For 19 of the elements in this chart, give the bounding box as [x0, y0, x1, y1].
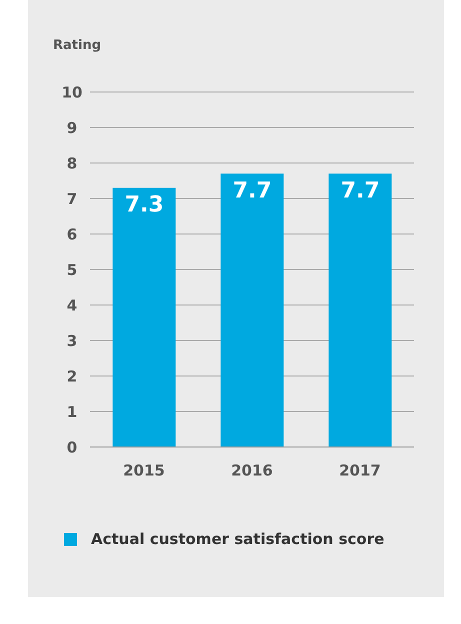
y-tick-label: 7	[66, 190, 78, 208]
x-tick-label: 2015	[123, 462, 165, 480]
data-label: 7.7	[232, 178, 272, 204]
y-tick-label: 9	[66, 118, 78, 137]
y-tick-label: 1	[66, 402, 78, 421]
y-tick-label: 0	[66, 438, 78, 456]
data-label: 7.3	[124, 192, 164, 218]
y-tick-label: 4	[66, 296, 78, 314]
y-tick-label: 10	[62, 83, 82, 102]
data-label: 7.7	[340, 178, 380, 204]
y-tick-label: 6	[66, 225, 78, 244]
y-tick-label: 2	[66, 367, 78, 386]
y-tick-label: 8	[66, 154, 78, 172]
y-tick-label: 3	[66, 332, 78, 350]
y-axis-title: Rating	[53, 38, 102, 53]
y-tick-label: 5	[66, 260, 78, 279]
legend-label: Actual customer satisfaction score	[91, 530, 384, 548]
x-tick-label: 2017	[339, 462, 381, 480]
x-tick-label: 2016	[231, 462, 273, 480]
